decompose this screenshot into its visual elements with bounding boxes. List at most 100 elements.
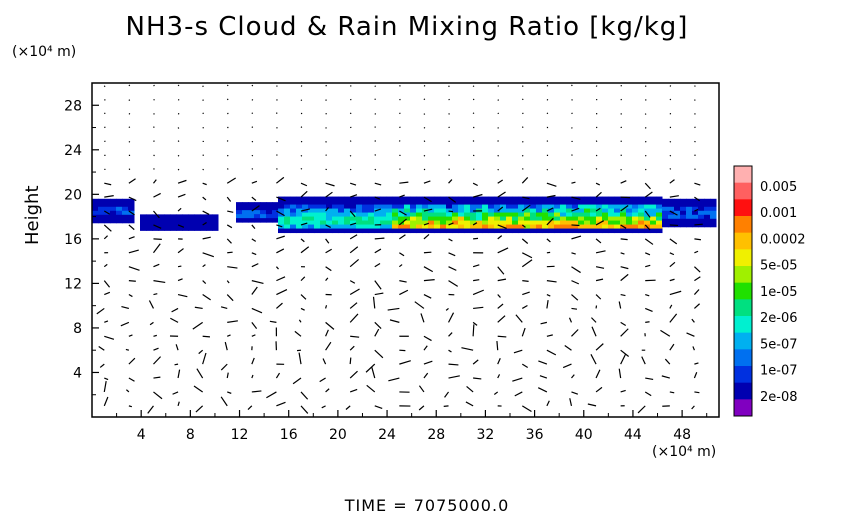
field-cell (542, 200, 549, 206)
field-cell (368, 196, 375, 202)
field-cell (584, 204, 591, 210)
field-cell (530, 200, 537, 206)
field-cell (572, 212, 579, 218)
field-cell (434, 196, 441, 202)
field-cell (542, 228, 549, 234)
field-cell (536, 228, 543, 234)
wind-vector (660, 329, 671, 337)
wind-vector (349, 112, 352, 115)
field-cell (194, 218, 201, 223)
field-cell (104, 206, 111, 212)
wind-vector (497, 374, 501, 379)
wind-vector (497, 127, 499, 129)
field-cell (374, 220, 381, 226)
wind-vector (300, 405, 309, 414)
wind-vector (275, 112, 278, 114)
field-cell (110, 214, 117, 220)
wind-vector (227, 320, 238, 323)
field-cell (686, 218, 693, 224)
wind-vector (423, 98, 426, 101)
wind-vector (546, 349, 557, 356)
wind-vector (571, 127, 573, 129)
field-cell (542, 196, 549, 202)
colorbar-label: 2e-08 (760, 390, 798, 405)
wind-vector (374, 126, 376, 128)
wind-vector (104, 182, 112, 186)
field-cell (470, 204, 477, 210)
wind-vector (349, 370, 358, 379)
wind-vector (644, 168, 647, 171)
field-cell (452, 228, 459, 234)
wind-vector (423, 293, 432, 299)
wind-vector (276, 85, 278, 87)
field-cell (212, 226, 219, 231)
wind-vector (694, 99, 696, 101)
field-cell (308, 200, 315, 206)
field-cell (296, 228, 303, 234)
wind-vector (298, 319, 302, 323)
field-cell (614, 220, 621, 226)
wind-vector (387, 307, 400, 311)
wind-vector (128, 266, 140, 271)
wind-vector (644, 224, 651, 231)
field-cell (350, 208, 357, 214)
wind-vector (374, 328, 380, 337)
wind-vector (300, 276, 306, 282)
wind-vector (103, 381, 107, 393)
field-cell (410, 208, 417, 214)
field-cell (482, 224, 489, 230)
wind-vector (546, 293, 551, 297)
field-cell (500, 228, 507, 234)
field-cell (164, 218, 171, 223)
field-cell (686, 214, 693, 220)
wind-vector (152, 243, 161, 254)
field-cell (368, 220, 375, 226)
field-cell (398, 200, 405, 206)
wind-vector (693, 372, 698, 379)
field-cell (338, 204, 345, 210)
field-cell (290, 204, 297, 210)
wind-vector (298, 352, 302, 365)
wind-vector (694, 391, 700, 394)
wind-vector (325, 305, 328, 309)
wind-vector (251, 224, 256, 229)
field-cell (590, 200, 597, 206)
wind-vector (641, 356, 646, 365)
wind-vector (319, 377, 326, 383)
field-cell (242, 206, 249, 211)
wind-vector (669, 313, 678, 323)
wind-vector (522, 196, 530, 200)
colorbar-label: 0.001 (760, 206, 797, 221)
field-cell (548, 196, 555, 202)
wind-vector (153, 347, 159, 351)
field-cell (560, 212, 567, 218)
field-cell (710, 202, 717, 208)
wind-vector (423, 372, 429, 379)
wind-vector (448, 179, 453, 184)
wind-vector (569, 398, 573, 406)
wind-vector (472, 85, 475, 88)
field-cell (464, 224, 471, 230)
field-cell (446, 204, 453, 210)
wind-vector (276, 289, 288, 296)
field-cell (248, 206, 255, 211)
wind-vector (349, 288, 360, 296)
field-cell (584, 224, 591, 230)
field-cell (398, 204, 405, 210)
wind-vector (644, 252, 651, 256)
y-tick-label: 16 (64, 232, 82, 248)
field-cell (320, 204, 327, 210)
wind-vector (473, 306, 484, 310)
wind-vector (276, 276, 286, 282)
field-cell (566, 196, 573, 202)
field-cell (326, 220, 333, 226)
field-cell (296, 204, 303, 210)
wind-vector (546, 238, 551, 243)
field-cell (272, 202, 279, 207)
wind-vector (694, 196, 700, 202)
field-cell (308, 208, 315, 214)
field-cell (356, 196, 363, 202)
field-cell (464, 200, 471, 206)
field-cell (386, 204, 393, 210)
wind-vector (521, 126, 524, 128)
